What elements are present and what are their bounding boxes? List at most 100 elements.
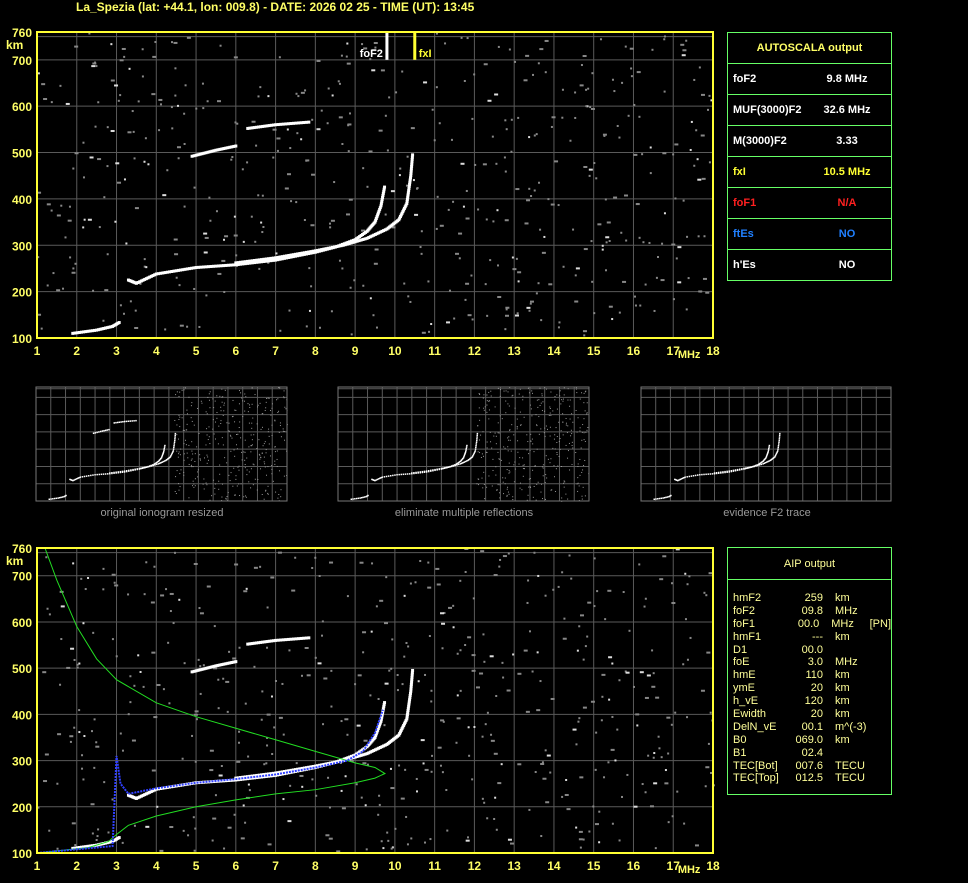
noise-dot: [479, 672, 484, 675]
noise-dot: [305, 159, 308, 162]
trace-echo-x_mode: [287, 253, 291, 257]
noise-dot: [590, 107, 595, 110]
noise-dot: [558, 321, 561, 324]
noise-dot: [74, 45, 79, 48]
noise-dot: [84, 588, 87, 591]
trace-echo-low_e: [367, 494, 369, 497]
noise-dot: [505, 400, 507, 402]
noise-dot: [244, 393, 246, 395]
aip-unit: [835, 644, 875, 657]
noise-dot: [261, 494, 263, 496]
noise-dot: [119, 304, 122, 307]
trace-echo-x_mode: [458, 463, 460, 466]
noise-dot: [456, 717, 461, 720]
noise-dot: [494, 432, 496, 434]
noise-dot: [404, 768, 407, 771]
noise-dot: [584, 645, 587, 648]
noise-dot: [154, 41, 157, 44]
noise-dot: [505, 412, 507, 414]
noise-dot: [253, 566, 258, 569]
noise-dot: [114, 220, 117, 223]
noise-dot: [371, 69, 376, 72]
noise-dot: [226, 422, 228, 424]
trace-echo-low_e: [350, 498, 353, 501]
noise-dot: [583, 418, 585, 420]
trace-echo-x_mode: [173, 443, 176, 445]
noise-dot: [416, 187, 419, 190]
noise-dot: [444, 42, 447, 45]
noise-dot: [486, 486, 488, 488]
trace-echo-o_mode: [381, 191, 385, 195]
trace-echo-x_mode: [450, 465, 453, 468]
noise-dot: [200, 459, 202, 461]
noise-dot: [375, 326, 378, 329]
noise-dot: [539, 387, 541, 389]
aip-param: TEC[Top]: [733, 772, 779, 785]
autoscala-key: foF2: [733, 73, 757, 85]
trace-echo-o_mode: [375, 479, 377, 481]
noise-dot: [129, 675, 132, 678]
noise-dot: [215, 210, 218, 213]
trace-echo-o_mode: [128, 470, 130, 472]
noise-dot: [232, 657, 237, 660]
noise-dot: [366, 763, 369, 766]
noise-dot: [700, 93, 705, 96]
noise-dot: [582, 658, 585, 661]
trace-echo-multiple_1: [224, 662, 228, 666]
trace-echo-x_mode: [357, 754, 361, 758]
noise-dot: [662, 152, 667, 155]
noise-dot: [544, 435, 546, 437]
x-tick-label: 6: [232, 859, 239, 873]
trace-echo-o_mode: [187, 267, 191, 271]
autoscala-value: 9.8 MHz: [826, 73, 868, 85]
noise-dot: [549, 426, 551, 428]
trace-echo-x_mode: [322, 247, 326, 251]
noise-dot: [478, 393, 480, 395]
trace-echo-x_mode: [748, 466, 750, 469]
trace-echo-o_mode: [378, 207, 382, 211]
noise-dot: [59, 84, 62, 87]
noise-dot: [596, 590, 599, 593]
noise-dot: [250, 451, 252, 453]
noise-dot: [590, 240, 593, 243]
trace-echo-low_e: [117, 321, 121, 325]
noise-dot: [197, 476, 199, 478]
trace-echo-x_mode: [724, 470, 726, 473]
noise-dot: [667, 821, 670, 824]
noise-dot: [287, 820, 292, 823]
noise-dot: [238, 403, 240, 405]
noise-dot: [559, 448, 561, 450]
trace-echo-x_mode: [406, 195, 410, 199]
trace-echo-x_mode: [475, 443, 478, 445]
noise-dot: [206, 434, 208, 436]
trace-echo-o_mode: [380, 476, 382, 479]
noise-dot: [64, 236, 67, 239]
trace-echo-o_mode: [464, 452, 467, 454]
noise-dot: [223, 238, 226, 241]
noise-dot: [244, 410, 246, 412]
noise-dot: [508, 405, 510, 407]
noise-dot: [276, 137, 281, 140]
noise-dot: [262, 225, 265, 228]
noise-dot: [400, 797, 405, 800]
trace-echo-o_mode: [85, 475, 88, 477]
trace-echo-o_mode: [102, 473, 105, 475]
trace-echo-x_mode: [293, 252, 297, 256]
trace-echo-x_mode: [468, 458, 471, 460]
noise-dot: [230, 158, 233, 161]
trace-echo-o_mode: [381, 193, 385, 197]
noise-dot: [523, 416, 525, 418]
noise-dot: [644, 791, 647, 794]
trace-echo-x_mode: [355, 239, 359, 243]
trace-echo-multiple_2: [294, 121, 298, 125]
noise-dot: [654, 847, 657, 850]
noise-dot: [567, 450, 569, 452]
trace-echo-o_mode: [78, 476, 80, 479]
noise-dot: [192, 480, 194, 482]
noise-dot: [209, 443, 211, 445]
trace-echo-o_mode: [425, 471, 428, 473]
noise-dot: [621, 795, 624, 798]
trace-echo-o_mode: [458, 461, 460, 464]
autoscala-key: foF1: [733, 197, 757, 209]
